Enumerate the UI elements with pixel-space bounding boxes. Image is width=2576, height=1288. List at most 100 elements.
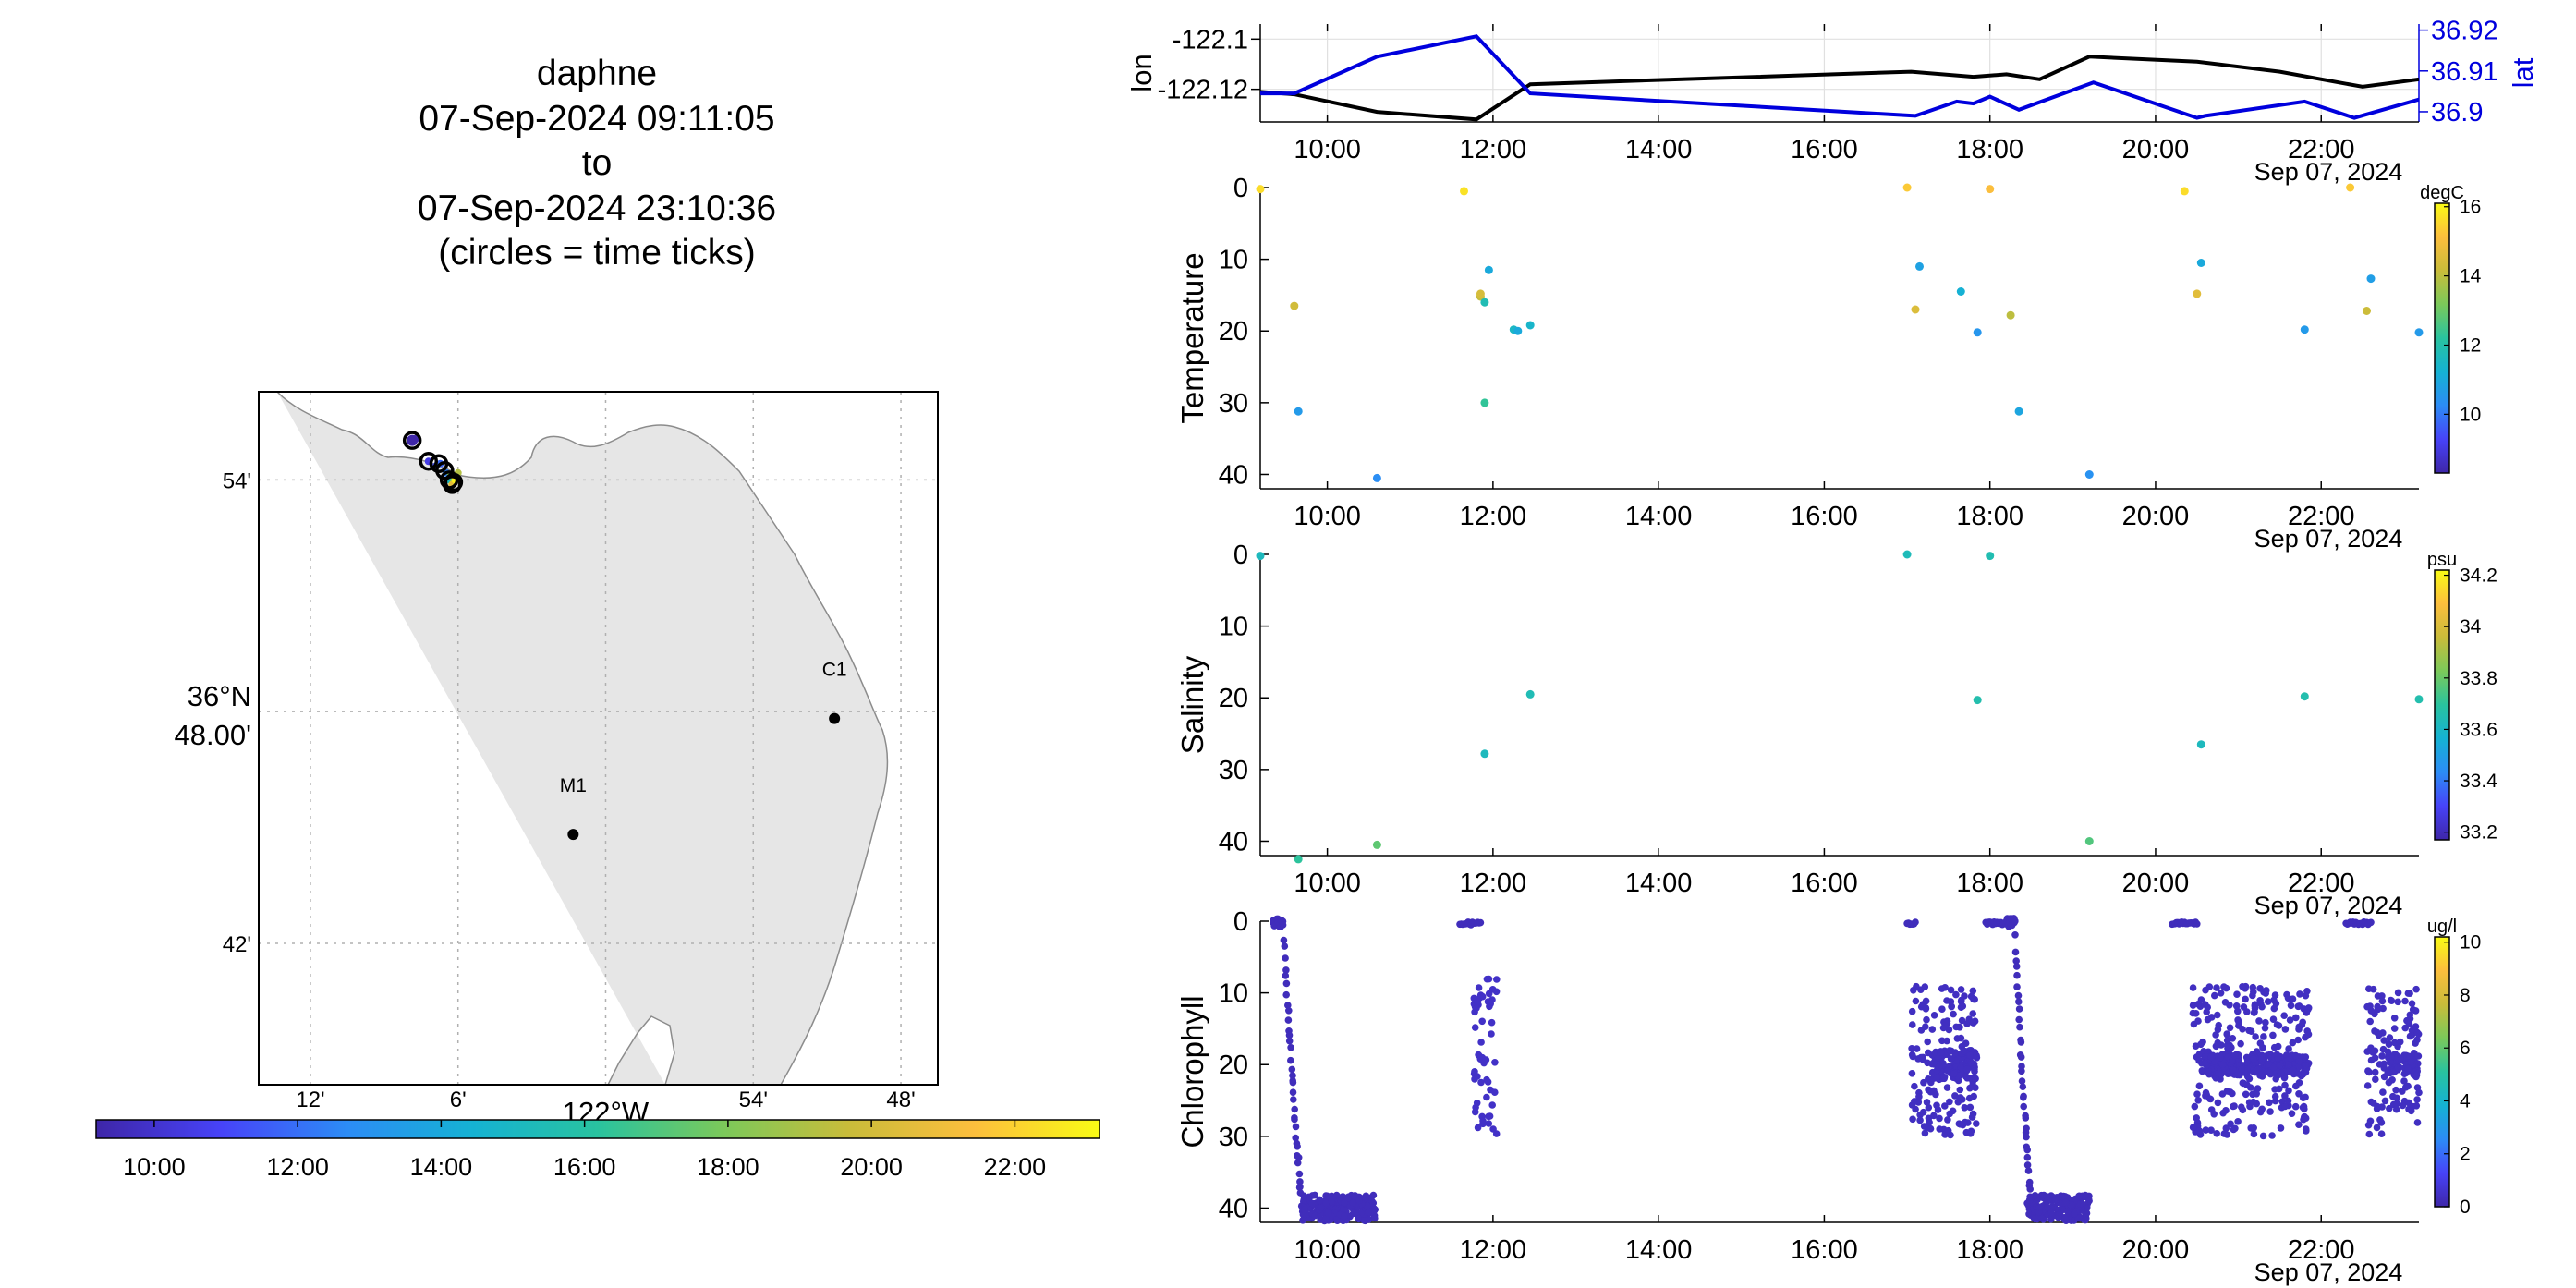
data-point: [1969, 1010, 1976, 1017]
data-point: [1290, 301, 1299, 310]
data-point: [1351, 1209, 1359, 1217]
x-tick-label: 22:00: [2288, 135, 2355, 164]
data-point: [1291, 1105, 1298, 1113]
data-panels: -122.1 -122.12 36.92 36.91 36.9 lon lat 10:00 12…: [1125, 17, 2539, 1286]
data-point: [1947, 998, 1955, 1005]
data-point: [2229, 1089, 2236, 1098]
series-lat-line: [1260, 34, 2419, 120]
data-point: [2295, 1026, 2303, 1033]
y-axis-label: Chlorophyll: [1175, 995, 1209, 1148]
data-point: [2266, 1099, 2273, 1107]
data-point: [2291, 1051, 2300, 1060]
data-point: [2195, 1082, 2204, 1090]
data-point: [2017, 1039, 2025, 1046]
x-date-label: Sep 07, 2024: [2254, 1258, 2403, 1286]
data-point: [2226, 1024, 2234, 1032]
title-line-1: daphne: [537, 54, 657, 93]
data-point: [1963, 1020, 1971, 1027]
data-point: [1484, 265, 1493, 274]
data-point: [2084, 470, 2094, 479]
station-marker: [829, 712, 841, 724]
data-point: [2374, 992, 2382, 1000]
data-point: [1475, 984, 1483, 991]
data-point: [1294, 1154, 1303, 1161]
map-track: [402, 431, 464, 494]
data-point: [2260, 1033, 2267, 1040]
colorbar-tick-label: 34: [2460, 616, 2482, 638]
data-point: [2415, 1088, 2423, 1097]
data-point: [2269, 1031, 2277, 1039]
x-tick-label: 22:00: [2288, 1235, 2355, 1265]
data-point: [1914, 1055, 1922, 1063]
time-colorbar-tick-label: 10:00: [123, 1153, 186, 1181]
data-point: [1969, 1081, 1976, 1088]
data-point: [1482, 1056, 1490, 1063]
title-line-2: 07-Sep-2024 09:11:05: [419, 99, 774, 139]
data-point: [1961, 1104, 1969, 1112]
data-point: [2275, 1085, 2283, 1093]
lonlat-panel: -122.1 -122.12 36.92 36.91 36.9 lon lat 10:00 12…: [1125, 17, 2539, 186]
data-point: [1958, 1016, 1966, 1025]
data-point: [2011, 931, 2019, 939]
data-point: [2014, 407, 2023, 416]
y-tick-label: 0: [1233, 541, 1248, 570]
data-point: [2229, 1066, 2237, 1074]
data-point: [1957, 1063, 1965, 1072]
data-point: [2011, 948, 2020, 956]
data-point: [1488, 1030, 1495, 1038]
data-point: [2013, 983, 2021, 990]
data-point: [2012, 957, 2020, 965]
x-tick-label: 18:00: [1956, 869, 2023, 898]
data-point: [1294, 855, 1303, 864]
data-point: [2194, 1017, 2202, 1025]
data-point: [2299, 1103, 2307, 1112]
data-point: [1921, 983, 1929, 990]
data-point: [2223, 1131, 2231, 1138]
data-point: [2413, 1096, 2421, 1103]
data-point: [2204, 1068, 2212, 1076]
data-point: [2272, 1070, 2279, 1077]
data-point: [1908, 1051, 1916, 1059]
x-date-label: Sep 07, 2024: [2254, 525, 2403, 553]
data-point: [2026, 1185, 2034, 1193]
x-tick-label: 12:00: [1460, 869, 1527, 898]
data-point: [1485, 1112, 1492, 1121]
data-point: [2365, 1068, 2373, 1076]
station-label: M1: [560, 775, 587, 796]
data-point: [1287, 1044, 1294, 1051]
map-gridlines: [259, 392, 938, 1085]
data-point: [2273, 1021, 2281, 1028]
data-point: [2071, 1209, 2078, 1218]
data-point: [2075, 1192, 2083, 1200]
data-point: [1299, 1217, 1306, 1224]
y-tick-label: 10: [1219, 246, 1248, 275]
colorbar-tick-label: 2: [2460, 1144, 2471, 1165]
data-point: [2407, 1107, 2415, 1115]
data-point: [1341, 1199, 1348, 1207]
data-point: [2223, 1041, 2231, 1050]
data-point: [1372, 473, 1381, 482]
data-point: [2233, 1071, 2242, 1079]
data-point: [2233, 990, 2241, 998]
data-point: [1525, 321, 1535, 330]
data-point: [1902, 183, 1912, 192]
data-point: [1322, 1215, 1330, 1223]
data-point: [1969, 1019, 1977, 1027]
data-point: [1282, 954, 1289, 962]
data-point: [2276, 1062, 2284, 1070]
data-point: [2074, 1214, 2083, 1222]
data-point: [2234, 1118, 2242, 1125]
data-point: [2393, 1094, 2400, 1102]
data-point: [1476, 918, 1485, 927]
data-point: [1966, 1130, 1975, 1137]
time-colorbar-tick-label: 22:00: [984, 1153, 1047, 1181]
data-point: [1921, 1129, 1929, 1137]
lon-axis-label: lon: [1125, 54, 1158, 91]
colorbar-unit-label: ug/l: [2427, 917, 2457, 937]
data-point: [2202, 1126, 2210, 1134]
data-point: [2207, 1126, 2215, 1134]
data-point: [1295, 1170, 1304, 1178]
data-point: [1964, 1119, 1972, 1126]
data-point: [2252, 1033, 2259, 1040]
